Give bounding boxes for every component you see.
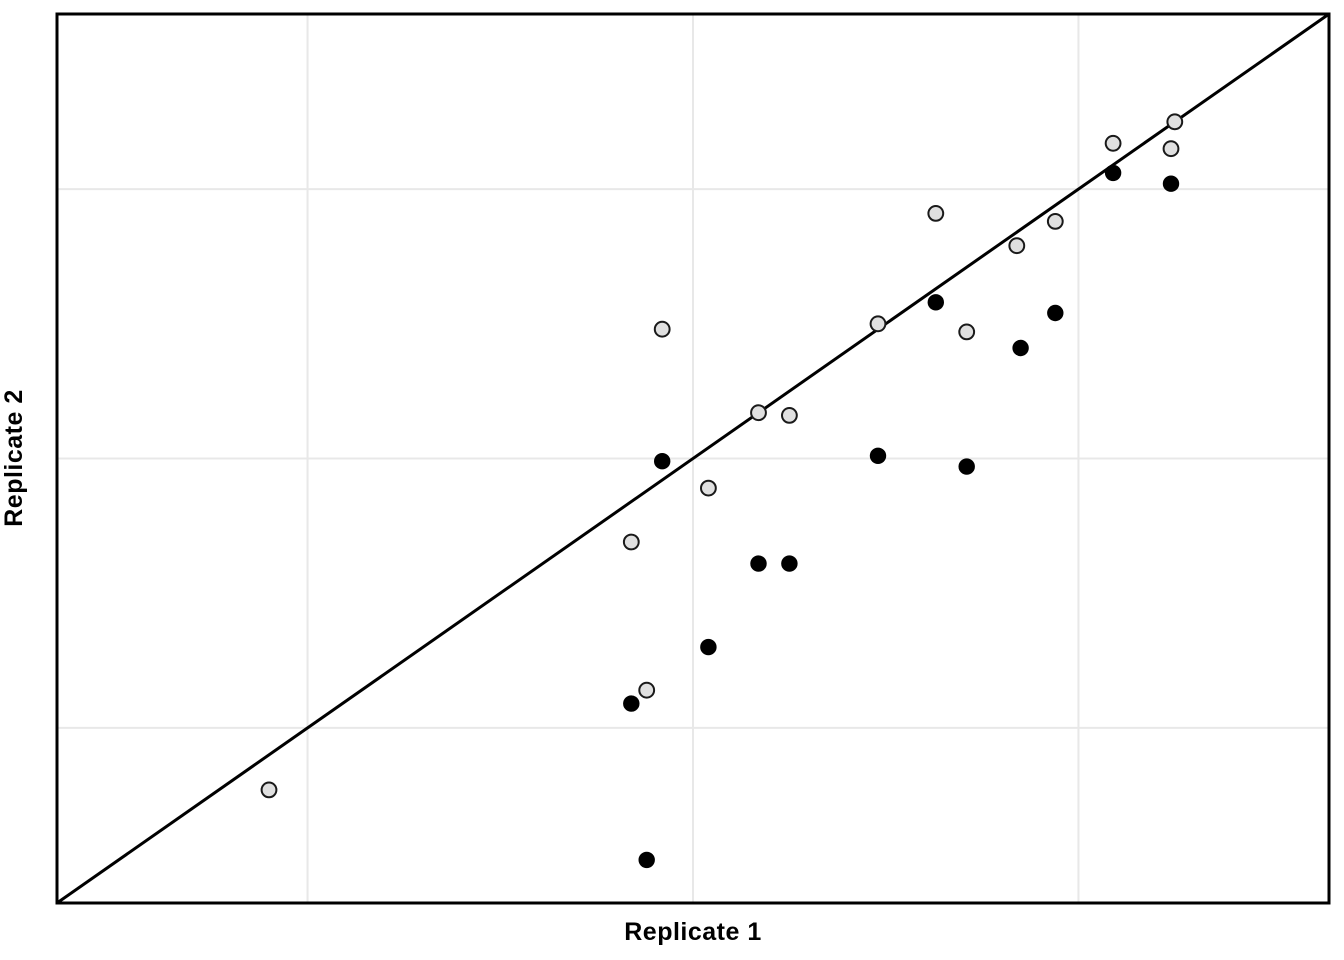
panel-border	[55, 12, 1331, 905]
data-point-open-gray-circles	[1046, 213, 1064, 230]
data-point-filled-black-circles	[1047, 304, 1064, 322]
data-point-open-gray-circles	[781, 407, 798, 424]
data-point-open-gray-circles	[260, 781, 278, 799]
data-point-open-gray-circles	[750, 404, 767, 422]
data-point-open-gray-circles	[638, 681, 656, 699]
data-point-filled-black-circles	[638, 851, 655, 869]
data-point-filled-black-circles	[654, 453, 671, 470]
y-axis-label: Replicate 2	[0, 389, 28, 527]
data-point-filled-black-circles	[958, 458, 975, 475]
data-point-open-gray-circles	[1104, 134, 1122, 152]
data-point-filled-black-circles	[623, 695, 640, 712]
data-point-filled-black-circles	[750, 555, 767, 572]
data-point-filled-black-circles	[869, 447, 887, 464]
data-point-open-gray-circles	[869, 315, 887, 333]
data-point-open-gray-circles	[700, 479, 717, 497]
identity-line	[56, 12, 1330, 905]
data-point-open-gray-circles	[1162, 140, 1180, 158]
x-axis-label: Replicate 1	[624, 918, 762, 946]
data-point-open-gray-circles	[1166, 113, 1184, 131]
data-point-open-gray-circles	[927, 205, 945, 222]
data-point-filled-black-circles	[1012, 339, 1029, 357]
data-point-open-gray-circles	[622, 533, 640, 551]
data-point-open-gray-circles	[1008, 237, 1026, 255]
data-point-filled-black-circles	[1162, 175, 1180, 192]
data-point-open-gray-circles	[958, 323, 976, 341]
data-point-open-gray-circles	[653, 320, 671, 338]
data-point-filled-black-circles	[700, 638, 717, 656]
data-point-filled-black-circles	[1104, 164, 1122, 182]
data-point-filled-black-circles	[781, 555, 798, 572]
data-point-filled-black-circles	[927, 294, 944, 311]
